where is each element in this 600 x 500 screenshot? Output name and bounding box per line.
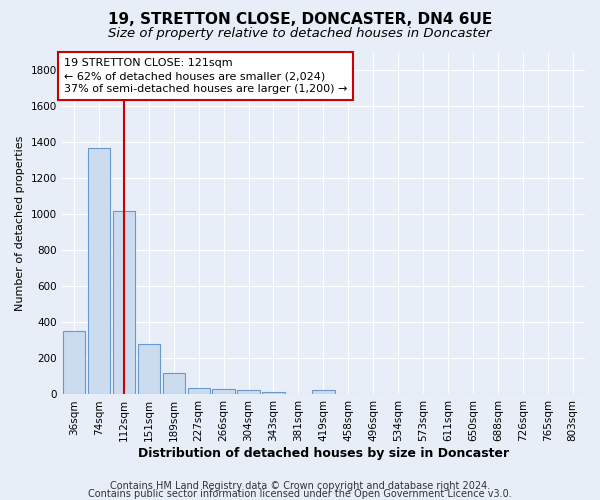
- Bar: [113, 211, 135, 394]
- Bar: [63, 332, 85, 394]
- Text: Contains HM Land Registry data © Crown copyright and database right 2024.: Contains HM Land Registry data © Crown c…: [110, 481, 490, 491]
- Text: 19, STRETTON CLOSE, DONCASTER, DN4 6UE: 19, STRETTON CLOSE, DONCASTER, DN4 6UE: [108, 12, 492, 28]
- Bar: [188, 388, 210, 394]
- Bar: [312, 390, 335, 394]
- Text: Contains public sector information licensed under the Open Government Licence v3: Contains public sector information licen…: [88, 489, 512, 499]
- Bar: [262, 392, 285, 394]
- Bar: [238, 390, 260, 394]
- Bar: [137, 344, 160, 395]
- Y-axis label: Number of detached properties: Number of detached properties: [15, 136, 25, 311]
- Bar: [88, 148, 110, 394]
- Bar: [212, 388, 235, 394]
- X-axis label: Distribution of detached houses by size in Doncaster: Distribution of detached houses by size …: [138, 447, 509, 460]
- Text: Size of property relative to detached houses in Doncaster: Size of property relative to detached ho…: [109, 28, 491, 40]
- Bar: [163, 373, 185, 394]
- Text: 19 STRETTON CLOSE: 121sqm
← 62% of detached houses are smaller (2,024)
37% of se: 19 STRETTON CLOSE: 121sqm ← 62% of detac…: [64, 58, 347, 94]
